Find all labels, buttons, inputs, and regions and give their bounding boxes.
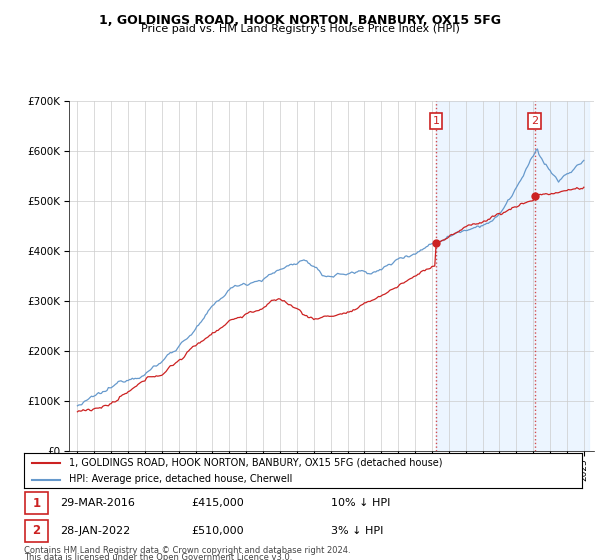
Text: Contains HM Land Registry data © Crown copyright and database right 2024.: Contains HM Land Registry data © Crown c… [24,546,350,555]
Text: 2: 2 [531,116,538,126]
Text: 1: 1 [433,116,440,126]
Text: 10% ↓ HPI: 10% ↓ HPI [331,498,390,508]
Text: 29-MAR-2016: 29-MAR-2016 [60,498,135,508]
Text: 1: 1 [32,497,40,510]
Text: 1, GOLDINGS ROAD, HOOK NORTON, BANBURY, OX15 5FG: 1, GOLDINGS ROAD, HOOK NORTON, BANBURY, … [99,14,501,27]
Text: This data is licensed under the Open Government Licence v3.0.: This data is licensed under the Open Gov… [24,553,292,560]
Text: Price paid vs. HM Land Registry's House Price Index (HPI): Price paid vs. HM Land Registry's House … [140,24,460,34]
Text: £510,000: £510,000 [191,526,244,535]
Text: 28-JAN-2022: 28-JAN-2022 [60,526,131,535]
Text: £415,000: £415,000 [191,498,244,508]
Text: 3% ↓ HPI: 3% ↓ HPI [331,526,383,535]
FancyBboxPatch shape [25,520,48,542]
FancyBboxPatch shape [25,492,48,514]
Text: 1, GOLDINGS ROAD, HOOK NORTON, BANBURY, OX15 5FG (detached house): 1, GOLDINGS ROAD, HOOK NORTON, BANBURY, … [68,458,442,468]
Bar [436,101,589,451]
Text: 2: 2 [32,524,40,537]
Text: HPI: Average price, detached house, Cherwell: HPI: Average price, detached house, Cher… [68,474,292,484]
